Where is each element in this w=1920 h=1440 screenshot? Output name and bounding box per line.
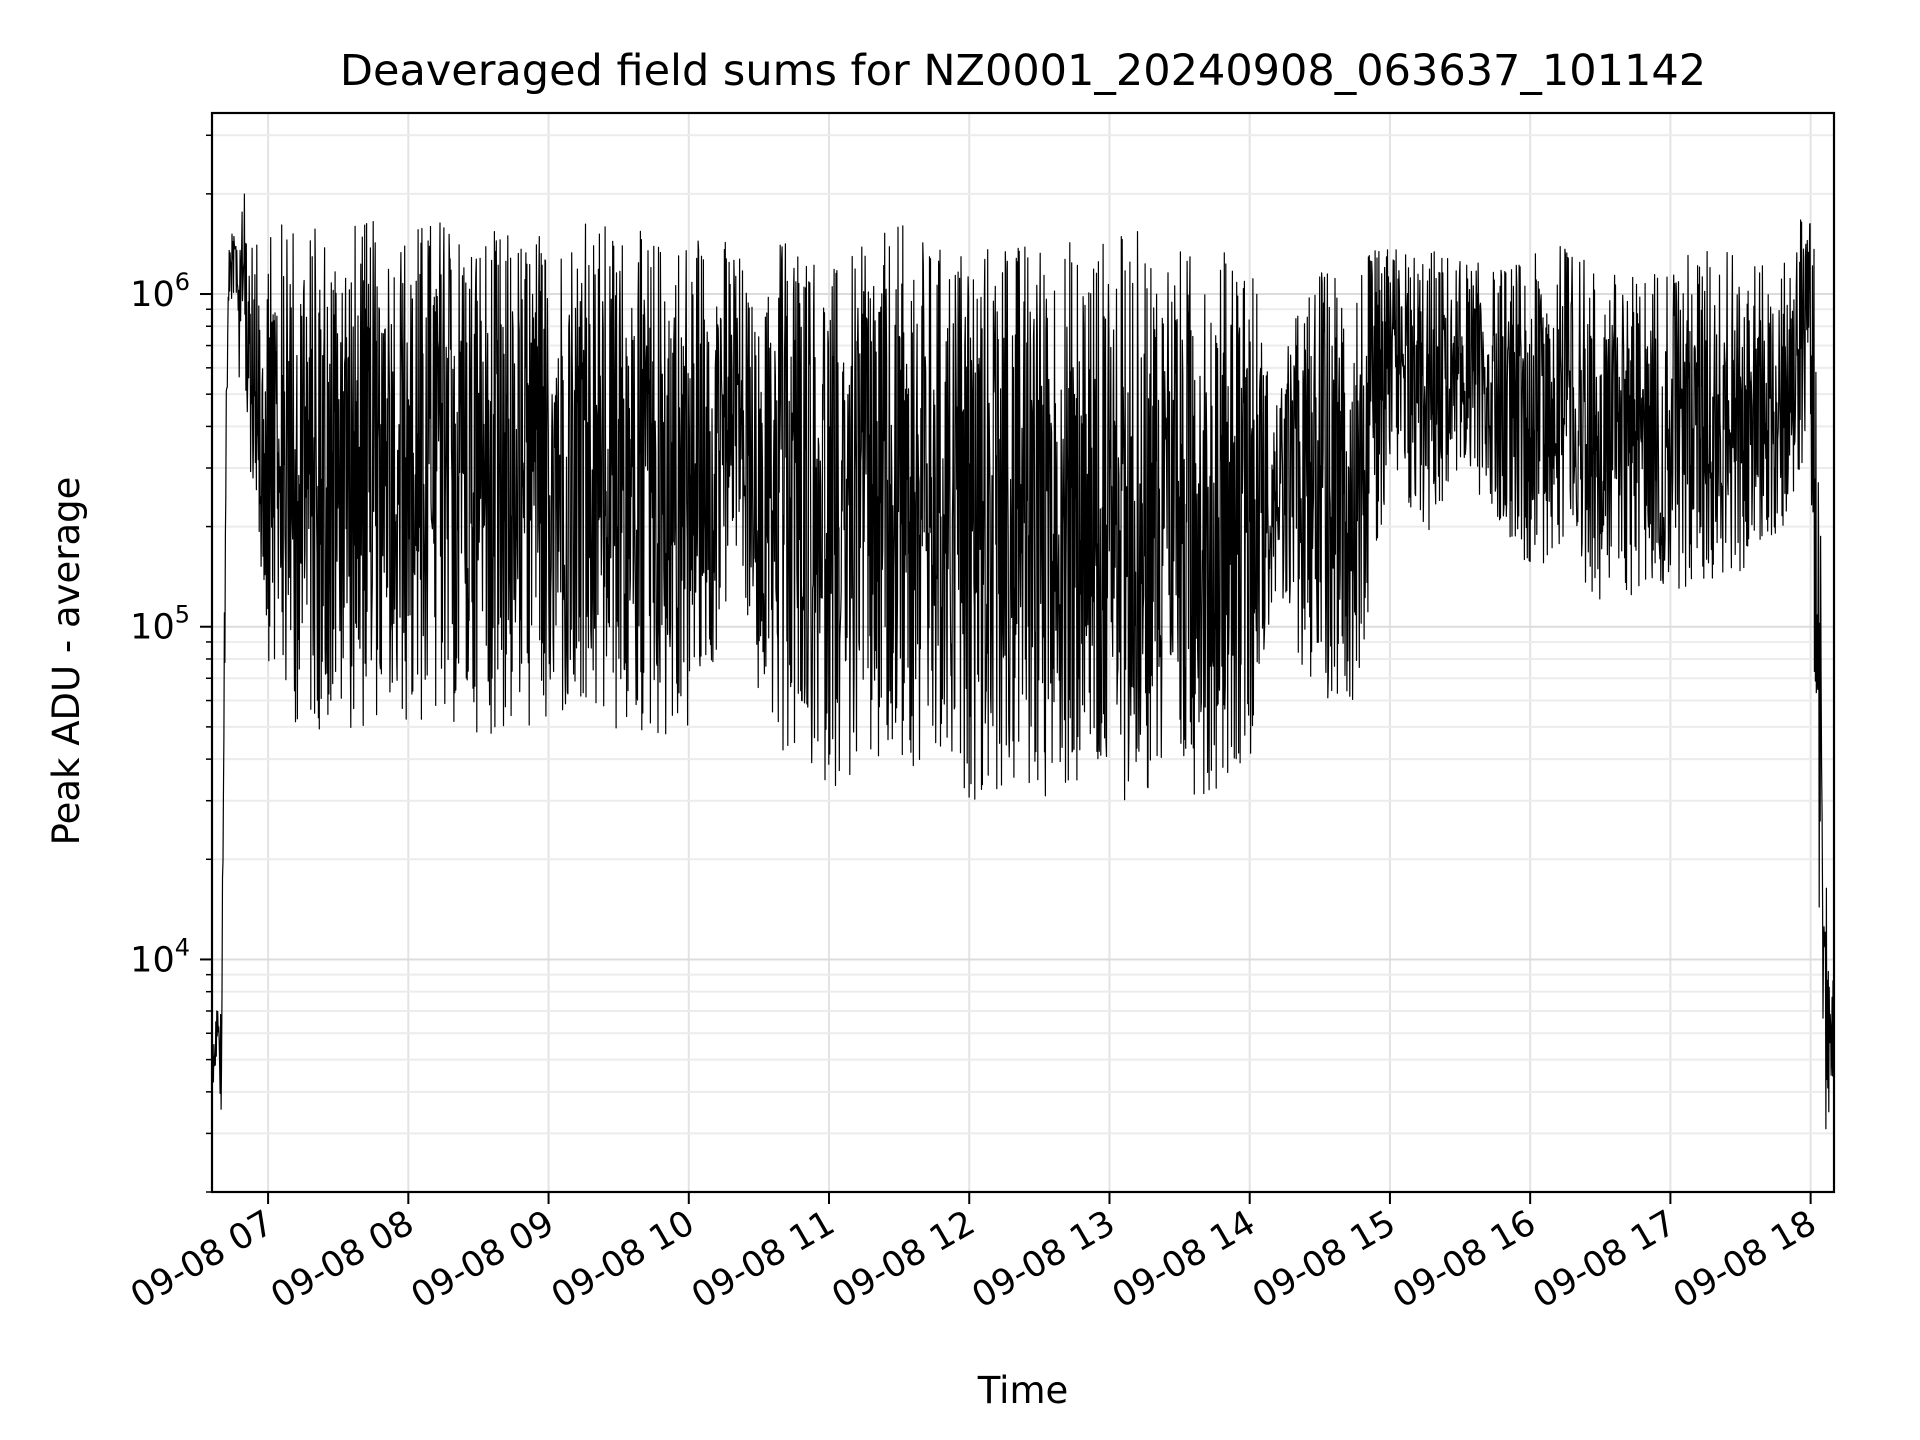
y-tick-base: 10 [130,275,175,315]
y-tick-base: 10 [130,940,175,980]
data-layer [211,193,1835,1130]
chart-title: Deaveraged field sums for NZ0001_2024090… [340,46,1706,96]
y-tick-label: 106 [130,268,190,315]
plot-frame [210,111,1836,1194]
y-tick-label: 105 [130,601,190,648]
y-tick-base: 10 [130,608,175,648]
y-tick-exponent: 6 [175,268,190,296]
y-tick-label: 104 [130,933,190,980]
x-axis-label: Time [977,1369,1069,1412]
y-axis-label: Peak ADU - average [45,477,88,846]
series-line [211,193,1835,1130]
y-tick-exponent: 4 [175,933,190,961]
y-tick-exponent: 5 [175,601,190,629]
